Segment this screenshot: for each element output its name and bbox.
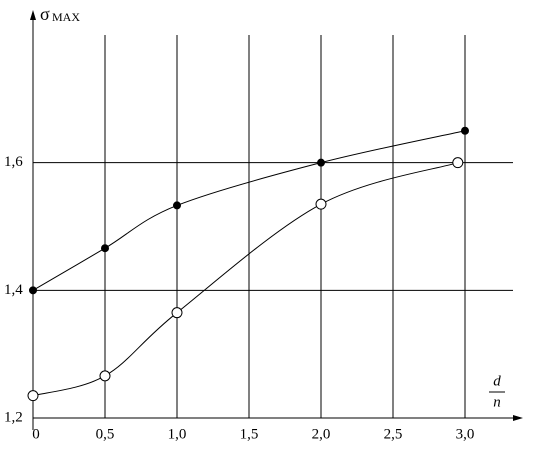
x-tick-label: 2,5 xyxy=(384,426,403,442)
y-axis-arrow xyxy=(30,10,36,20)
line xyxy=(32,130,466,291)
marker xyxy=(101,244,109,253)
marker xyxy=(461,126,469,135)
marker xyxy=(452,157,464,169)
x-tick-label: 2,0 xyxy=(312,426,331,442)
y-tick-label: 1,6 xyxy=(4,154,23,170)
x-label-numerator: d xyxy=(493,373,501,389)
y-tick-label: 1,4 xyxy=(4,282,23,298)
x-tick-label: 3,0 xyxy=(456,426,475,442)
marker xyxy=(171,307,183,319)
marker xyxy=(99,370,111,382)
x-tick-label: 1,5 xyxy=(240,426,259,442)
marker xyxy=(27,390,39,402)
x-tick-label: 0,5 xyxy=(96,426,115,442)
marker xyxy=(315,198,327,210)
y-tick-label: 1,2 xyxy=(4,409,23,425)
y-label: σ xyxy=(40,4,50,24)
y-label-sub: MAX xyxy=(52,10,80,24)
x-label-denominator: n xyxy=(493,394,501,410)
x-axis-arrow xyxy=(513,415,523,421)
x-tick-label: 1,0 xyxy=(168,426,187,442)
marker xyxy=(29,286,37,295)
marker xyxy=(317,158,325,167)
line xyxy=(32,162,458,397)
x-tick-label: 0 xyxy=(32,426,40,442)
marker xyxy=(173,201,181,210)
